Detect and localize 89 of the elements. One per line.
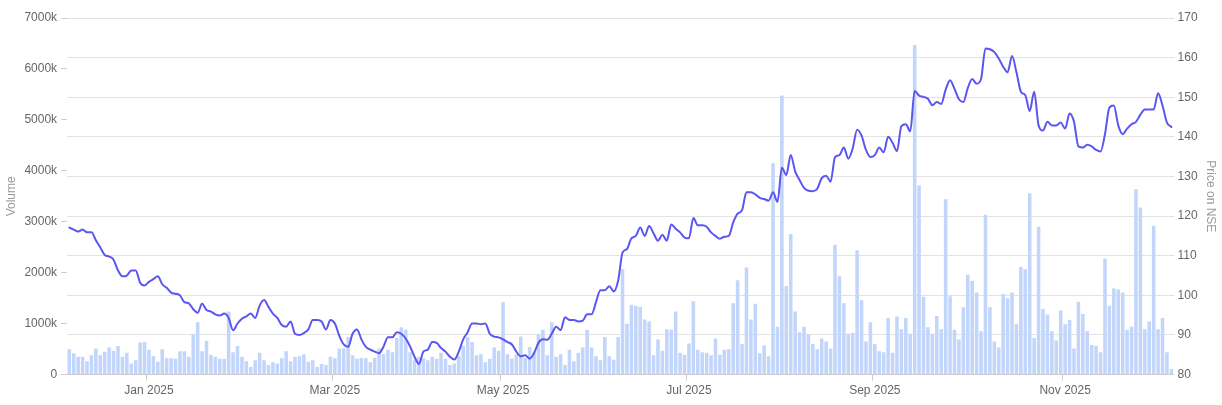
bar: [510, 358, 514, 375]
bar: [541, 329, 545, 375]
y-axis-title: Volume: [3, 175, 18, 217]
bar: [218, 358, 222, 375]
bar: [895, 316, 899, 375]
bar: [788, 234, 793, 375]
y-tick-label: 6000k: [24, 61, 59, 76]
bar: [638, 306, 643, 375]
y2-tick-label: 120: [1177, 208, 1198, 223]
bar: [479, 354, 483, 375]
y-tick-label: 1000k: [24, 315, 59, 330]
y2-tick-label: 170: [1177, 10, 1198, 25]
bar: [94, 348, 98, 375]
x-tick-label: Mar 2025: [309, 383, 361, 398]
bar: [1116, 289, 1121, 375]
bar: [346, 336, 350, 375]
y-tick-label: 0: [50, 366, 58, 381]
line-series: [68, 47, 1173, 365]
y2-axis-title: Price on NSE: [1204, 160, 1219, 233]
x-tick-label: Jan 2025: [124, 383, 174, 398]
bar: [780, 95, 784, 375]
y2-tick-label: 80: [1177, 366, 1192, 381]
bar: [603, 336, 607, 375]
bar: [1027, 193, 1032, 375]
bar: [824, 341, 828, 375]
y2-tick-label: 160: [1177, 49, 1198, 64]
bar: [293, 356, 297, 375]
bar: [762, 345, 766, 375]
bar: [886, 318, 890, 375]
bar: [439, 352, 443, 375]
bar: [1103, 258, 1107, 375]
x-tick-label: Jul 2025: [666, 383, 712, 398]
bar: [426, 360, 430, 375]
bar: [364, 358, 368, 375]
bar: [107, 347, 111, 375]
bar: [833, 244, 837, 375]
y-tick-label: 7000k: [24, 10, 59, 25]
bar: [656, 339, 660, 375]
y2-tick-label: 150: [1177, 89, 1198, 104]
bar: [284, 351, 288, 375]
bar: [1019, 267, 1023, 375]
bar: [302, 354, 306, 375]
x-tick-label: May 2025: [476, 383, 530, 398]
y-tick-label: 3000k: [24, 214, 59, 229]
bar: [386, 349, 390, 375]
bar: [1134, 189, 1138, 375]
bar: [178, 351, 182, 375]
y2-tick-label: 90: [1177, 327, 1192, 342]
bar: [585, 329, 589, 375]
bar: [138, 342, 142, 375]
bar: [355, 358, 359, 375]
x-tick-label: Nov 2025: [1039, 383, 1092, 398]
x-tick-label: Sep 2025: [849, 383, 901, 398]
bar: [904, 318, 908, 375]
bar: [549, 322, 554, 375]
bar: [377, 348, 381, 375]
bar: [647, 321, 651, 375]
bar: [700, 352, 704, 375]
bar: [501, 302, 505, 375]
bar: [1001, 294, 1005, 375]
bar: [518, 336, 523, 375]
y-tick-label: 4000k: [24, 163, 59, 178]
bar: [271, 362, 275, 375]
y2-tick-label: 110: [1177, 248, 1198, 263]
bar: [1010, 292, 1014, 375]
y2-tick-label: 140: [1177, 129, 1198, 144]
bar: [634, 305, 638, 375]
bar: [160, 349, 165, 375]
bar: [310, 360, 315, 375]
bar: [802, 326, 806, 375]
bar: [169, 358, 173, 375]
bar: [935, 316, 939, 375]
y-tick-label: 2000k: [24, 265, 59, 280]
bar: [71, 353, 76, 375]
bar: [430, 356, 435, 375]
bar: [855, 250, 859, 375]
y2-tick-label: 130: [1177, 168, 1198, 183]
bar: [399, 327, 404, 375]
bar: [116, 346, 120, 375]
bar: [1112, 288, 1116, 375]
bar: [1094, 346, 1098, 375]
bar: [665, 329, 669, 375]
bar: [966, 274, 970, 375]
y-tick-label: 5000k: [24, 112, 59, 127]
bar: [125, 352, 129, 375]
y2-tick-label: 100: [1177, 287, 1198, 302]
bar: [76, 356, 80, 375]
bar: [492, 347, 496, 375]
bar: [771, 163, 775, 375]
